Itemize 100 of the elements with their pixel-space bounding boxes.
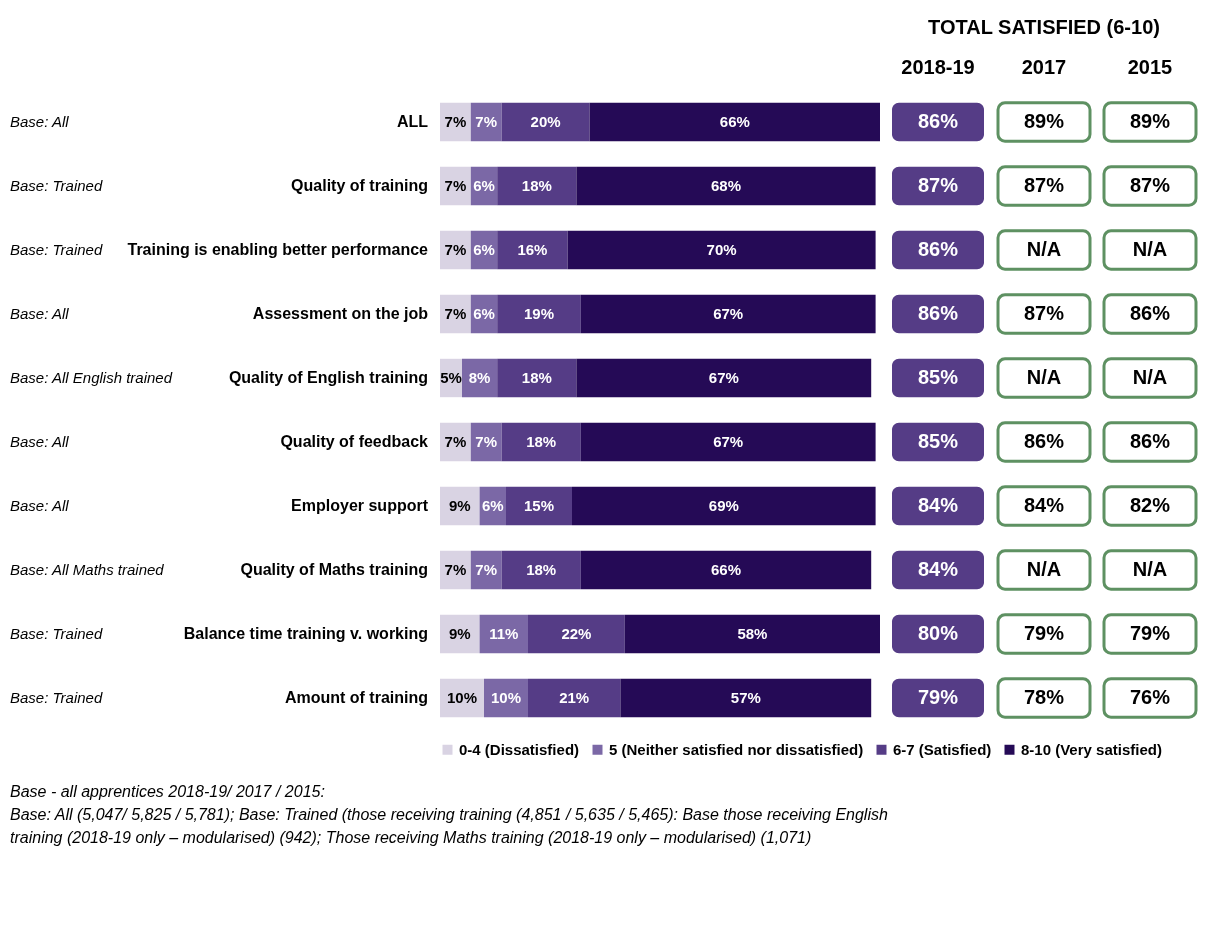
text: Base: All (5,047/ 5,825 / 5,781); Base: Trained (those receiving training (4,851 / 5,635 / 5,465): Base those receiving English [10,806,888,823]
text: Base: All [10,113,70,130]
text: 86% [917,238,959,260]
data-label: 11% [489,625,519,642]
data-label: 6% [481,497,504,514]
data-label: 6% [473,305,495,322]
data-label: 18% [521,369,552,386]
bar [506,486,572,526]
text: 86% [1129,430,1171,452]
data-label: 67% [708,369,739,386]
text: 79% [917,686,959,708]
text: N/A [1132,238,1168,260]
data-label: 7% [444,241,467,258]
bar [501,550,581,590]
data-label: 10% [446,689,478,706]
bar [528,678,621,718]
data-label: 5% [440,369,462,386]
y-tick-label: Training is enabling better performance [127,241,429,258]
data-label: 68% [710,177,742,194]
text: Base: Trained [10,689,103,706]
y-tick-label: Quality of training [291,177,428,194]
text: 80% [917,622,959,644]
text: 86% [917,302,959,324]
bar [497,358,577,398]
data-label: 7% [444,113,467,130]
data-label: 8% [468,369,491,386]
data-label: 7% [475,433,498,450]
text: 2015 [1127,56,1173,78]
y-tick-label: Amount of training [284,689,428,706]
text: 79% [1023,622,1065,644]
text: 84% [1023,494,1065,516]
text: Base - all apprentices 2018-19/ 2017 / 2015: [10,783,325,800]
bar [589,102,880,142]
data-label: 7% [444,305,467,322]
text: Base: All [10,497,70,514]
data-label: 7% [444,177,467,194]
legend-label: 8-10 (Very satisfied) [1021,740,1162,758]
data-label: 9% [448,625,471,642]
text: Base: Trained [10,625,103,642]
y-tick-label: Quality of English training [228,369,428,386]
data-label: 18% [526,433,557,450]
y-tick-label: Employer support [291,497,429,514]
text: 85% [917,430,959,452]
text: 84% [917,558,959,580]
data-label: 67% [713,305,744,322]
text: N/A [1026,238,1062,260]
data-label: 18% [526,561,557,578]
bar [576,358,872,398]
text: 87% [1023,302,1065,324]
text: 78% [1023,686,1065,708]
text: 86% [1023,430,1065,452]
data-label: 18% [521,177,552,194]
text: Base: All [10,305,70,322]
data-label: 15% [523,497,555,514]
text: N/A [1026,366,1062,388]
bar [528,614,625,654]
text: N/A [1132,558,1168,580]
data-label: 22% [561,625,592,642]
data-label: 19% [523,305,555,322]
text: TOTAL SATISFIED (6-10) [928,16,1160,38]
bar [567,230,876,270]
text: Base: Trained [10,177,103,194]
text: 79% [1129,622,1171,644]
data-label: 70% [706,241,737,258]
data-label: 66% [710,561,742,578]
bar [572,486,876,526]
data-label: 7% [444,561,467,578]
bar [576,166,876,206]
text: N/A [1026,558,1062,580]
data-label: 58% [737,625,768,642]
text: 82% [1129,494,1171,516]
text: Base: All English trained [10,369,173,386]
text: 89% [1023,110,1065,132]
legend-label: 6-7 (Satisfied) [893,740,992,758]
text: Base: All [10,433,70,450]
data-label: 7% [444,433,467,450]
bar [580,422,876,462]
bar [497,294,581,334]
y-tick-label: Quality of feedback [280,433,429,450]
text: 85% [917,366,959,388]
text: 2018-19 [901,56,975,78]
y-tick-label: Assessment on the job [252,305,429,322]
data-label: 6% [473,177,495,194]
text: N/A [1132,366,1168,388]
text: 86% [917,110,959,132]
data-label: 16% [517,241,548,258]
data-label: 66% [719,113,750,130]
bar [624,614,880,654]
text: 87% [1129,174,1171,196]
bar [497,230,568,270]
text: 87% [1023,174,1065,196]
data-label: 20% [530,113,561,130]
text: 84% [917,494,959,516]
data-label: 10% [490,689,522,706]
y-tick-label: ALL [396,113,429,130]
legend-label: 0-4 (Dissatisfied) [459,740,580,758]
data-label: 7% [475,561,498,578]
text: 86% [1129,302,1171,324]
text: 89% [1129,110,1171,132]
text: 87% [917,174,959,196]
